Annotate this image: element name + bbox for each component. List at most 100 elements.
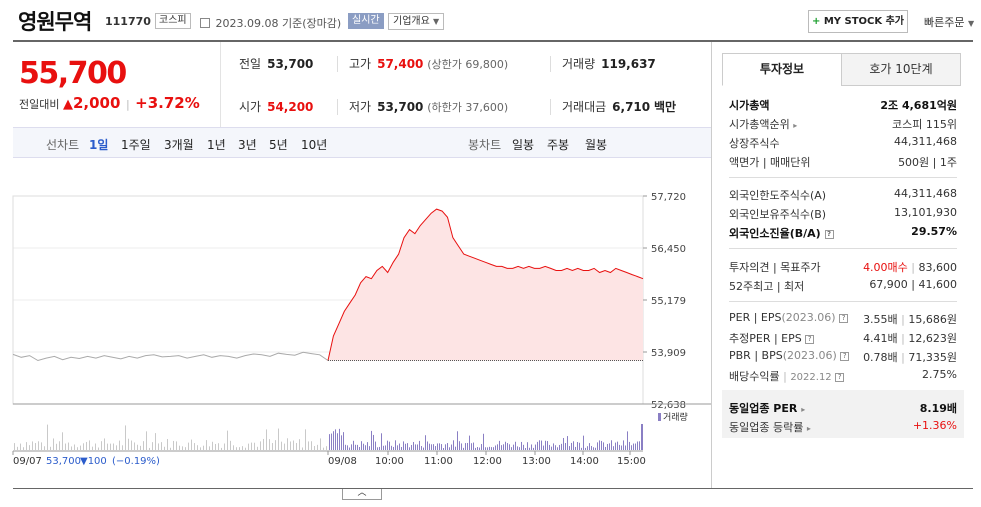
volume-bar bbox=[639, 441, 640, 450]
volume-bar bbox=[399, 443, 400, 450]
tab-daily-candle[interactable]: 일봉 bbox=[512, 138, 535, 152]
volume-bar bbox=[260, 441, 261, 450]
volume-bar bbox=[457, 431, 458, 450]
volume-bar bbox=[245, 447, 246, 450]
volume-bar bbox=[209, 446, 210, 450]
tab-1day[interactable]: 1일 bbox=[89, 138, 109, 152]
volume-bar bbox=[149, 447, 150, 450]
dividend-row: 배당수익률 | 2022.12 ? 2.75% bbox=[729, 368, 957, 384]
divider bbox=[550, 56, 551, 72]
tab-3year[interactable]: 3년 bbox=[238, 138, 257, 152]
tab-monthly-candle[interactable]: 월봉 bbox=[585, 138, 608, 152]
x-tick-label: 15:00 bbox=[617, 456, 646, 467]
volume-bar bbox=[375, 441, 376, 450]
volume-bar bbox=[155, 433, 156, 450]
chevron-down-icon: ▼ bbox=[433, 17, 440, 26]
x-tick-label: 10:00 bbox=[375, 456, 404, 467]
volume-bar bbox=[191, 439, 192, 450]
intraday-price-chart[interactable]: 57,720 56,450 55,179 53,909 52,638 09/07 09/0… bbox=[0, 158, 711, 488]
tab-invest-info[interactable]: 투자정보 bbox=[722, 53, 842, 86]
chevron-right-icon: ▸ bbox=[801, 405, 806, 414]
pbr-text: PBR | BPS bbox=[729, 349, 783, 362]
dividend-text: 배당수익률 bbox=[729, 370, 780, 383]
listed-shares-value: 44,311,468 bbox=[894, 135, 957, 148]
volume-bar bbox=[509, 444, 510, 450]
volume-bar bbox=[343, 432, 344, 450]
volume-bar bbox=[137, 444, 138, 450]
foreign-ratio-row: 외국인소진율(B/A) ? 29.57% bbox=[729, 225, 957, 241]
volume-bar bbox=[527, 442, 528, 450]
volume-bar bbox=[621, 445, 622, 450]
prev-day-price: 53,700 bbox=[46, 456, 81, 467]
volume-bar bbox=[537, 441, 538, 450]
volume-bar bbox=[266, 429, 267, 450]
volume-bar bbox=[609, 443, 610, 450]
volume-bar bbox=[415, 444, 416, 450]
help-icon[interactable]: ? bbox=[835, 373, 845, 382]
volume-bar bbox=[505, 441, 506, 450]
volume-bar bbox=[146, 431, 147, 450]
tab-5year[interactable]: 5년 bbox=[269, 138, 288, 152]
volume-bar bbox=[407, 443, 408, 450]
up-triangle-icon: ▲ bbox=[62, 97, 73, 112]
volume-bar bbox=[317, 444, 318, 450]
foreign-ratio-label: 외국인소진율(B/A) ? bbox=[729, 225, 834, 241]
volume-bar bbox=[44, 446, 45, 450]
tab-weekly-candle[interactable]: 주봉 bbox=[547, 138, 570, 152]
volume-bar bbox=[435, 446, 436, 450]
volume-legend-swatch bbox=[658, 413, 661, 421]
tab-1year[interactable]: 1년 bbox=[207, 138, 226, 152]
volume-bar bbox=[533, 447, 534, 450]
company-info-dropdown[interactable]: 기업개요 ▼ bbox=[388, 13, 445, 30]
tab-hoga-10[interactable]: 호가 10단계 bbox=[841, 53, 961, 86]
rank-text: 시가총액순위 bbox=[729, 118, 790, 131]
volume-bar bbox=[605, 446, 606, 450]
quick-order-dropdown[interactable]: 빠른주문 ▼ bbox=[924, 14, 974, 30]
lower-limit: (하한가 37,600) bbox=[427, 101, 509, 114]
help-icon[interactable]: ? bbox=[839, 314, 849, 323]
realtime-button[interactable]: 실시간 bbox=[348, 13, 384, 29]
volume-bar bbox=[62, 432, 63, 450]
divider bbox=[729, 177, 957, 178]
volume-bar bbox=[59, 441, 60, 450]
sector-change-row[interactable]: 동일업종 등락률 ▸ +1.36% bbox=[729, 419, 957, 435]
amount-label: 거래대금 bbox=[562, 100, 607, 114]
volume-bar bbox=[14, 443, 15, 450]
per-text: PER | EPS bbox=[729, 311, 782, 324]
divider bbox=[13, 488, 973, 489]
per-value: 3.55배 | 15,686원 bbox=[863, 313, 957, 326]
tab-10year[interactable]: 10년 bbox=[301, 138, 328, 152]
today-area bbox=[328, 209, 643, 361]
volume-bar bbox=[371, 430, 372, 450]
volume-bar bbox=[633, 443, 634, 450]
volume-bar bbox=[131, 440, 132, 450]
help-icon[interactable]: ? bbox=[805, 335, 815, 344]
volume-bar bbox=[461, 443, 462, 450]
volume-bar bbox=[573, 441, 574, 450]
sector-per-row[interactable]: 동일업종 PER ▸ 8.19배 bbox=[729, 400, 957, 416]
help-icon[interactable]: ? bbox=[840, 352, 850, 361]
help-icon[interactable]: ? bbox=[824, 230, 834, 239]
volume-bar bbox=[173, 440, 174, 450]
volume-bar bbox=[351, 444, 352, 450]
volume-bar bbox=[113, 443, 114, 450]
mystock-add-button[interactable]: + MY STOCK 추가 bbox=[808, 10, 908, 33]
volume-bar bbox=[20, 443, 21, 450]
market-cap-rank-row[interactable]: 시가총액순위 ▸ 코스피 115위 bbox=[729, 116, 957, 132]
w52-label: 52주최고 | 최저 bbox=[729, 280, 805, 293]
volume-bar bbox=[77, 447, 78, 450]
prev-label: 전일 bbox=[239, 57, 262, 71]
tab-3month[interactable]: 3개월 bbox=[164, 138, 194, 152]
current-price: 55,700 bbox=[19, 56, 127, 91]
volume-bar bbox=[242, 446, 243, 450]
volume-bar bbox=[423, 447, 424, 450]
volume-bar bbox=[599, 440, 600, 450]
volume-bar bbox=[551, 446, 552, 450]
volume-bar bbox=[479, 447, 480, 450]
amount-value: 6,710 bbox=[612, 100, 651, 114]
tab-1week[interactable]: 1주일 bbox=[121, 138, 151, 152]
volume-bar bbox=[641, 424, 643, 450]
volume-bar bbox=[409, 447, 410, 450]
chevron-up-icon[interactable]: ︿ bbox=[342, 489, 382, 500]
market-cap-label: 시가총액 bbox=[729, 99, 770, 112]
